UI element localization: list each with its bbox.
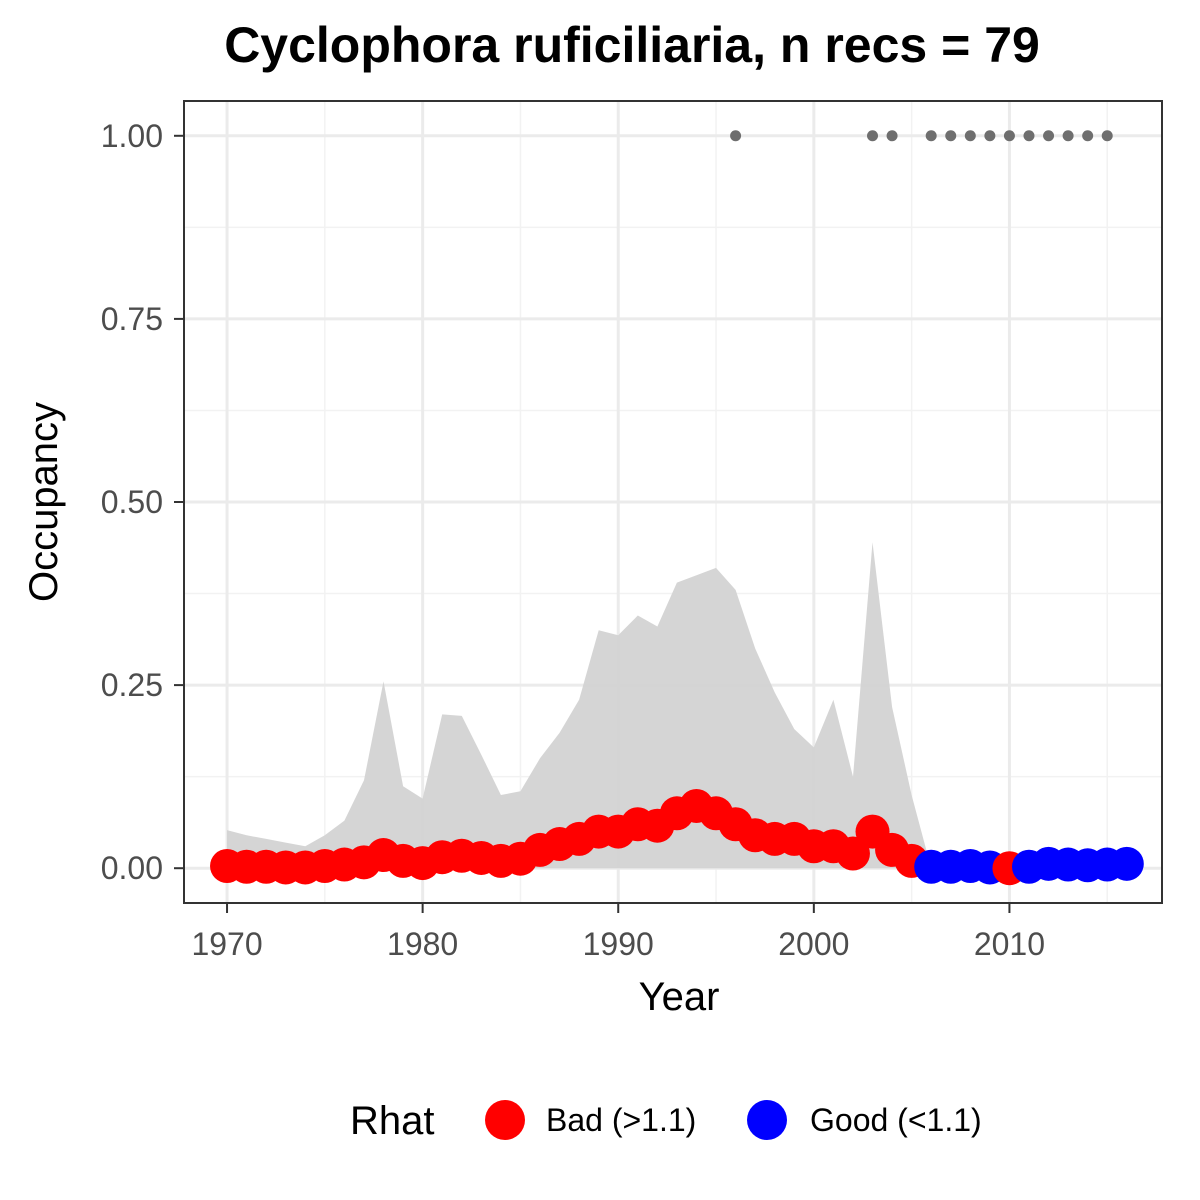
record-point (1101, 130, 1113, 142)
record-point (964, 130, 976, 142)
x-tick-label: 2000 (778, 926, 849, 962)
legend: Rhat Bad (>1.1) Good (<1.1) (350, 1099, 982, 1143)
legend-title: Rhat (350, 1099, 435, 1143)
record-point (730, 130, 742, 142)
record-point (945, 130, 957, 142)
record-point (1023, 130, 1035, 142)
x-axis-title: Year (639, 975, 720, 1019)
record-points-layer (730, 130, 1113, 142)
record-point (1062, 130, 1074, 142)
occupancy-points-layer (210, 788, 1144, 886)
chart-title: Cyclophora ruficiliaria, n recs = 79 (224, 17, 1040, 73)
legend-bad-label: Bad (>1.1) (546, 1102, 696, 1138)
occupancy-point-good (1109, 846, 1144, 881)
y-tick-label: 0.00 (101, 850, 163, 886)
record-point (984, 130, 996, 142)
record-point (1003, 130, 1015, 142)
confidence-ribbon-layer (227, 542, 1127, 869)
record-point (1043, 130, 1055, 142)
axes-layer: 1970 1980 1990 2000 2010 0.00 0.25 0.50 0.75 1.00 (101, 118, 1045, 962)
x-tick-label: 2010 (974, 926, 1045, 962)
confidence-ribbon (227, 542, 1127, 869)
record-point (1082, 130, 1094, 142)
y-tick-label: 0.25 (101, 667, 163, 703)
x-tick-label: 1980 (387, 926, 458, 962)
legend-good-label: Good (<1.1) (810, 1102, 982, 1138)
x-tick-label: 1990 (583, 926, 654, 962)
legend-good-swatch (747, 1100, 787, 1140)
x-tick-label: 1970 (191, 926, 262, 962)
record-point (925, 130, 937, 142)
grid-lines (184, 101, 1162, 903)
y-tick-label: 1.00 (101, 118, 163, 154)
legend-bad-swatch (485, 1100, 525, 1140)
record-point (867, 130, 879, 142)
y-tick-label: 0.75 (101, 301, 163, 337)
y-tick-label: 0.50 (101, 484, 163, 520)
record-point (886, 130, 898, 142)
y-axis-title: Occupancy (22, 402, 66, 602)
occupancy-point-bad (835, 836, 870, 871)
